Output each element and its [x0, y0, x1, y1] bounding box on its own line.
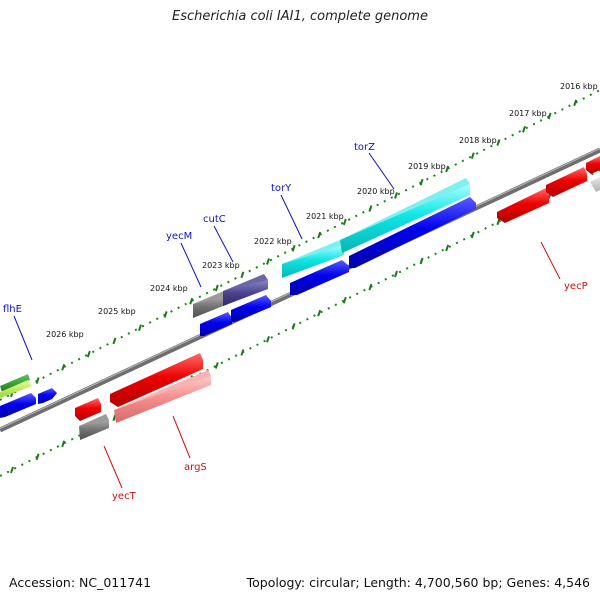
gene-argS-arrow[interactable] [110, 353, 203, 407]
kbp-label: 2020 kbp [357, 187, 395, 196]
major-tick [240, 271, 245, 279]
major-tick [189, 297, 194, 305]
kbp-label: 2024 kbp [150, 284, 188, 293]
leader-yecM [180, 242, 202, 288]
major-tick [445, 165, 450, 173]
kbp-label: 2017 kbp [509, 109, 547, 118]
major-tick [496, 218, 501, 226]
major-tick [547, 112, 552, 120]
kbp-label: 2023 kbp [202, 261, 240, 270]
leader-torY [280, 194, 303, 240]
major-tick [35, 453, 40, 461]
forward-features [0, 178, 476, 418]
reverse-features [75, 156, 600, 440]
gene-yecM-arrow[interactable] [200, 312, 232, 336]
gene-torY-arrow[interactable] [290, 260, 349, 295]
gene-torY-box[interactable] [282, 240, 344, 278]
leader-yecP [540, 241, 561, 280]
gene-yecP-arrow[interactable] [497, 188, 549, 223]
kbp-label: 2025 kbp [98, 307, 136, 316]
gene-label-torZ[interactable]: torZ [354, 142, 375, 153]
major-tick [496, 139, 501, 146]
kbp-labels: 2016 kbp 2017 kbp 2018 kbp 2019 kbp 2020… [46, 82, 598, 339]
topology-summary: Topology: circular; Length: 4,700,560 bp… [246, 575, 590, 590]
gene-argS-box[interactable] [114, 370, 211, 423]
gene-gray-edge[interactable] [590, 177, 600, 192]
gene-red-arrow-3[interactable] [586, 156, 600, 174]
major-tick [445, 244, 450, 252]
major-tick [317, 231, 322, 239]
gene-label-torY[interactable]: torY [271, 183, 292, 194]
outer-tick-track [0, 89, 600, 401]
major-tick [394, 192, 398, 199]
kbp-label: 2016 kbp [560, 82, 598, 91]
gene-yecM-box[interactable] [193, 291, 228, 318]
gene-label-argS[interactable]: argS [184, 462, 207, 473]
major-tick [266, 258, 270, 265]
major-tick [342, 296, 347, 304]
gene-labels: flhE yecM cutC torY torZ yecP argS yecT [3, 142, 588, 502]
kbp-label: 2018 kbp [459, 136, 497, 145]
leader-torZ [368, 152, 395, 190]
major-tick [61, 363, 66, 371]
kbp-label: 2022 kbp [254, 237, 292, 246]
gene-red-arrow-2[interactable] [546, 167, 587, 197]
major-tick [61, 440, 66, 448]
major-tick [214, 362, 219, 369]
gene-cutC-arrow[interactable] [231, 295, 271, 322]
major-tick [317, 309, 322, 317]
major-tick [573, 99, 578, 107]
major-tick [138, 324, 142, 332]
gene-label-flhE[interactable]: flhE [3, 304, 22, 315]
accession-text: Accession: NC_011741 [9, 575, 152, 590]
gene-label-yecT[interactable]: yecT [112, 491, 137, 502]
gene-flhE-green[interactable] [0, 374, 32, 398]
major-tick [163, 311, 168, 318]
major-tick [419, 178, 424, 186]
leader-flhE [13, 315, 33, 361]
gene-yecT-arrow[interactable] [75, 398, 101, 421]
major-tick [522, 125, 526, 133]
major-tick [291, 244, 296, 252]
major-tick [35, 377, 40, 384]
kbp-label: 2019 kbp [408, 162, 446, 171]
major-tick [86, 350, 91, 358]
gene-label-cutC[interactable]: cutC [203, 214, 226, 225]
major-tick [470, 231, 475, 239]
major-tick [394, 270, 398, 278]
major-tick [368, 205, 373, 212]
major-tick [214, 284, 219, 292]
gene-label-yecP[interactable]: yecP [564, 281, 588, 292]
major-tick [240, 349, 245, 356]
major-tick [470, 152, 475, 160]
major-tick [342, 218, 347, 226]
gene-flhE-arrow[interactable] [0, 388, 57, 418]
gene-torZ-arrow[interactable] [349, 197, 476, 268]
gene-cutC-box[interactable] [223, 274, 268, 306]
gene-label-yecM[interactable]: yecM [166, 231, 192, 242]
kbp-label: 2021 kbp [306, 212, 344, 221]
leader-yecT [103, 445, 123, 489]
major-tick [10, 466, 14, 474]
kbp-label: 2026 kbp [46, 330, 84, 339]
major-tick [368, 283, 373, 291]
gene-yecT-box[interactable] [79, 414, 109, 440]
leader-cutC [213, 225, 234, 263]
major-tick [419, 257, 424, 265]
major-tick [112, 337, 117, 345]
map-title: Escherichia coli IAI1, complete genome [172, 9, 428, 24]
major-tick [291, 322, 296, 330]
leader-argS [172, 415, 191, 459]
label-leaders [13, 152, 561, 489]
major-tick [266, 335, 270, 343]
gene-torZ-box[interactable] [340, 178, 470, 253]
